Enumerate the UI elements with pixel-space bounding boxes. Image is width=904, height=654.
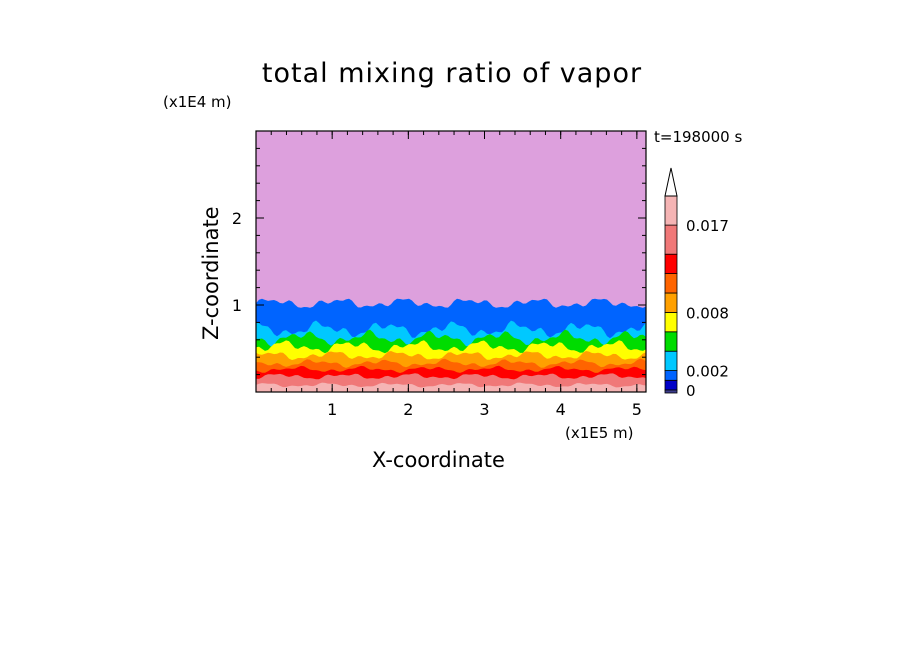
colorbar-segment	[664, 379, 678, 391]
colorbar-segment	[664, 350, 678, 372]
colorbar: 00.002 0.008 0.017	[664, 167, 729, 400]
colorbar-segment	[664, 389, 678, 394]
colorbar-segment	[664, 311, 678, 333]
x-tick-label: 1	[327, 400, 337, 419]
contour-fills	[256, 131, 646, 392]
colorbar-segment	[664, 370, 678, 381]
colorbar-segment	[664, 331, 678, 352]
plot-frame	[255, 130, 647, 393]
x-axis: 1 2 3 4 5	[270, 131, 642, 419]
x-tick-label: 5	[632, 400, 642, 419]
x-tick-label: 4	[556, 400, 566, 419]
colorbar-segment	[664, 292, 678, 313]
contour-region	[256, 382, 646, 392]
x-tick-label: 2	[403, 400, 413, 419]
y-tick-label: 1	[232, 296, 242, 315]
y-tick-label: 2	[232, 209, 242, 228]
colorbar-segment	[664, 273, 678, 294]
colorbar-segment	[664, 195, 678, 226]
colorbar-label: 0.017	[686, 217, 729, 235]
x-unit-label: (x1E5 m)	[565, 424, 634, 442]
x-axis-label: X-coordinate	[372, 448, 505, 472]
colorbar-extend-arrow	[664, 167, 678, 197]
time-label: t=198000 s	[654, 128, 743, 146]
colorbar-segment	[664, 224, 678, 255]
x-tick-label: 3	[479, 400, 489, 419]
y-axis: 12	[232, 147, 646, 376]
z-unit-label: (x1E4 m)	[163, 93, 232, 111]
chart-title: total mixing ratio of vapor	[261, 58, 643, 89]
colorbar-label: 0	[686, 382, 696, 400]
colorbar-segment	[664, 253, 678, 274]
colorbar-label: 0.002	[686, 363, 729, 381]
colorbar-label: 0.008	[686, 304, 729, 322]
